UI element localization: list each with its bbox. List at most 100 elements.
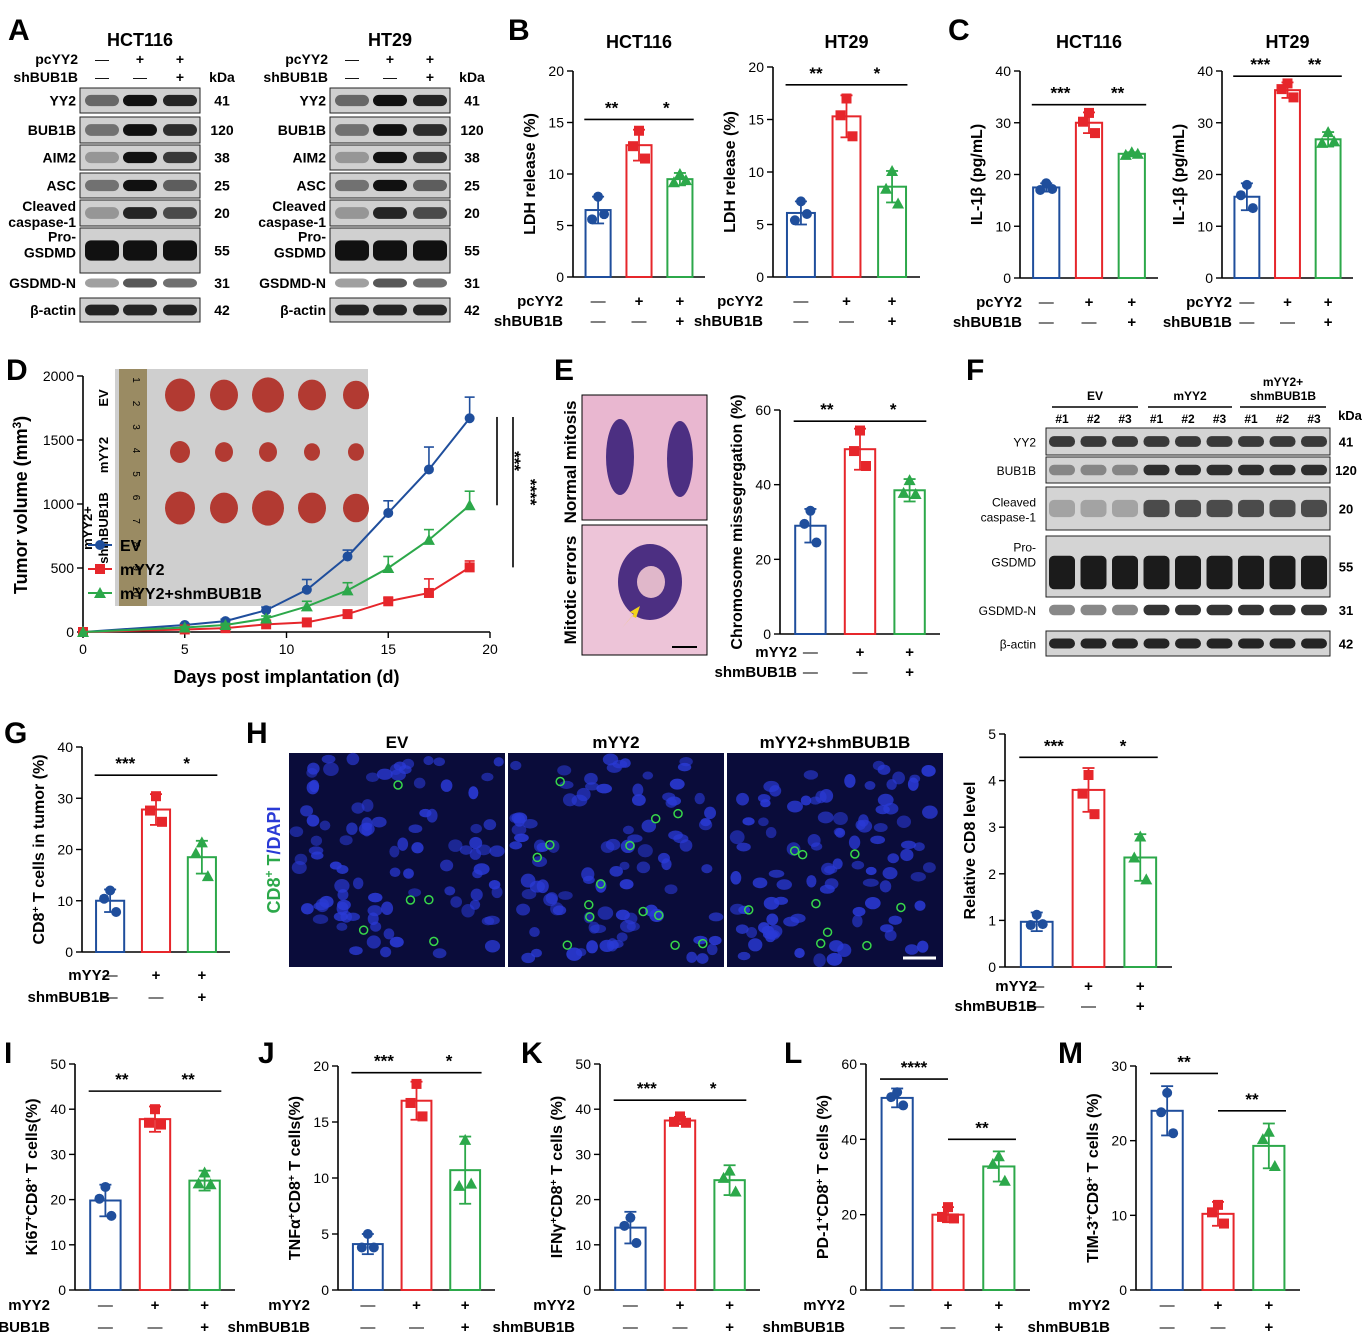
nucleus [864,781,876,790]
cd8-cell [562,940,573,950]
nucleus [817,811,834,824]
nucleus [366,935,381,949]
nucleus [319,820,331,831]
nucleus [389,845,400,858]
tumor [348,443,364,461]
y-tick-label: 0 [763,626,771,642]
row-mark: + [888,313,897,330]
band [1049,464,1075,476]
band [1269,638,1296,649]
nucleus [686,951,698,963]
row-mark: + [461,1319,470,1335]
row-mark: — [103,989,118,1006]
data-point [1156,1107,1167,1118]
condition-mark: + [136,51,144,67]
band [1112,464,1138,476]
data-point [631,1237,642,1248]
data-point [463,499,476,511]
nucleus [533,839,547,853]
tumor [215,442,233,462]
data-point [897,486,910,498]
nucleus [552,905,567,916]
y-tick-label: 5 [988,726,996,742]
data-point [1047,183,1058,194]
nucleus [481,772,494,782]
nucleus [773,896,789,905]
band [373,240,407,261]
data-point [260,612,273,624]
row-label: mYY2 [803,1297,845,1314]
nucleus [900,848,914,862]
data-point [422,533,435,545]
data-point [1089,809,1100,820]
band-label: ASC [296,178,326,194]
group-label: shmBUB1B [1250,389,1316,403]
nucleus [637,844,653,858]
nucleus [862,878,879,887]
data-point [909,488,922,499]
nucleus [864,896,881,910]
row-mark: + [152,967,161,984]
data-point [886,164,899,176]
band [413,151,447,164]
nucleus [624,912,638,925]
data-point [465,1177,478,1189]
nucleus [361,799,374,812]
nucleus [887,853,899,864]
row-mark: + [1324,294,1333,311]
band [413,207,447,219]
data-point [144,1117,154,1128]
nucleus [562,793,578,807]
bar [1071,788,1106,968]
data-point [1084,107,1094,118]
y-tick-label: 0 [556,269,564,285]
nucleus [408,824,423,833]
group-label: mYY2+ [1263,375,1303,389]
data-point [599,209,610,220]
nucleus [584,772,598,785]
y-tick-label: 30 [575,1146,591,1162]
kda-value: 20 [214,205,230,221]
row-mark: + [676,1297,685,1314]
nucleus [913,842,925,852]
row-mark: — [803,664,818,681]
nucleus [837,943,852,958]
band [1143,555,1170,590]
nucleus [488,880,501,890]
data-point [1031,909,1042,920]
data-point [998,1174,1011,1186]
nucleus [329,861,342,870]
y-tick-label: 40 [995,63,1011,79]
legend-entry: EV [120,538,142,555]
significance-label: * [1120,736,1127,755]
data-point [673,168,686,179]
band [1175,555,1201,590]
row-label: mYY2 [68,967,110,984]
nucleus [470,823,482,834]
data-point [1207,1207,1217,1218]
tumor [298,379,326,411]
data-point [1162,1087,1173,1098]
nucleus [493,757,504,767]
nucleus [472,869,483,879]
data-point [855,425,865,436]
nucleus [679,839,693,852]
nucleus [308,846,324,855]
row-label: shmBUB1B [492,1319,575,1335]
row-label: mYY2 [8,1297,50,1314]
nucleus [758,817,769,827]
y-tick-label: 60 [755,402,771,418]
band [1112,499,1138,518]
data-point [1168,1128,1179,1139]
bar [140,808,172,954]
y-tick-label: 2 [988,866,996,882]
nucleus [511,824,527,836]
band [1143,436,1170,447]
nucleus [315,898,330,913]
nucleus [787,800,803,813]
data-point [1035,185,1046,196]
significance-label: * [890,400,897,419]
y-axis-label: LDH release (%) [722,111,739,233]
cd8-cell [545,840,555,850]
